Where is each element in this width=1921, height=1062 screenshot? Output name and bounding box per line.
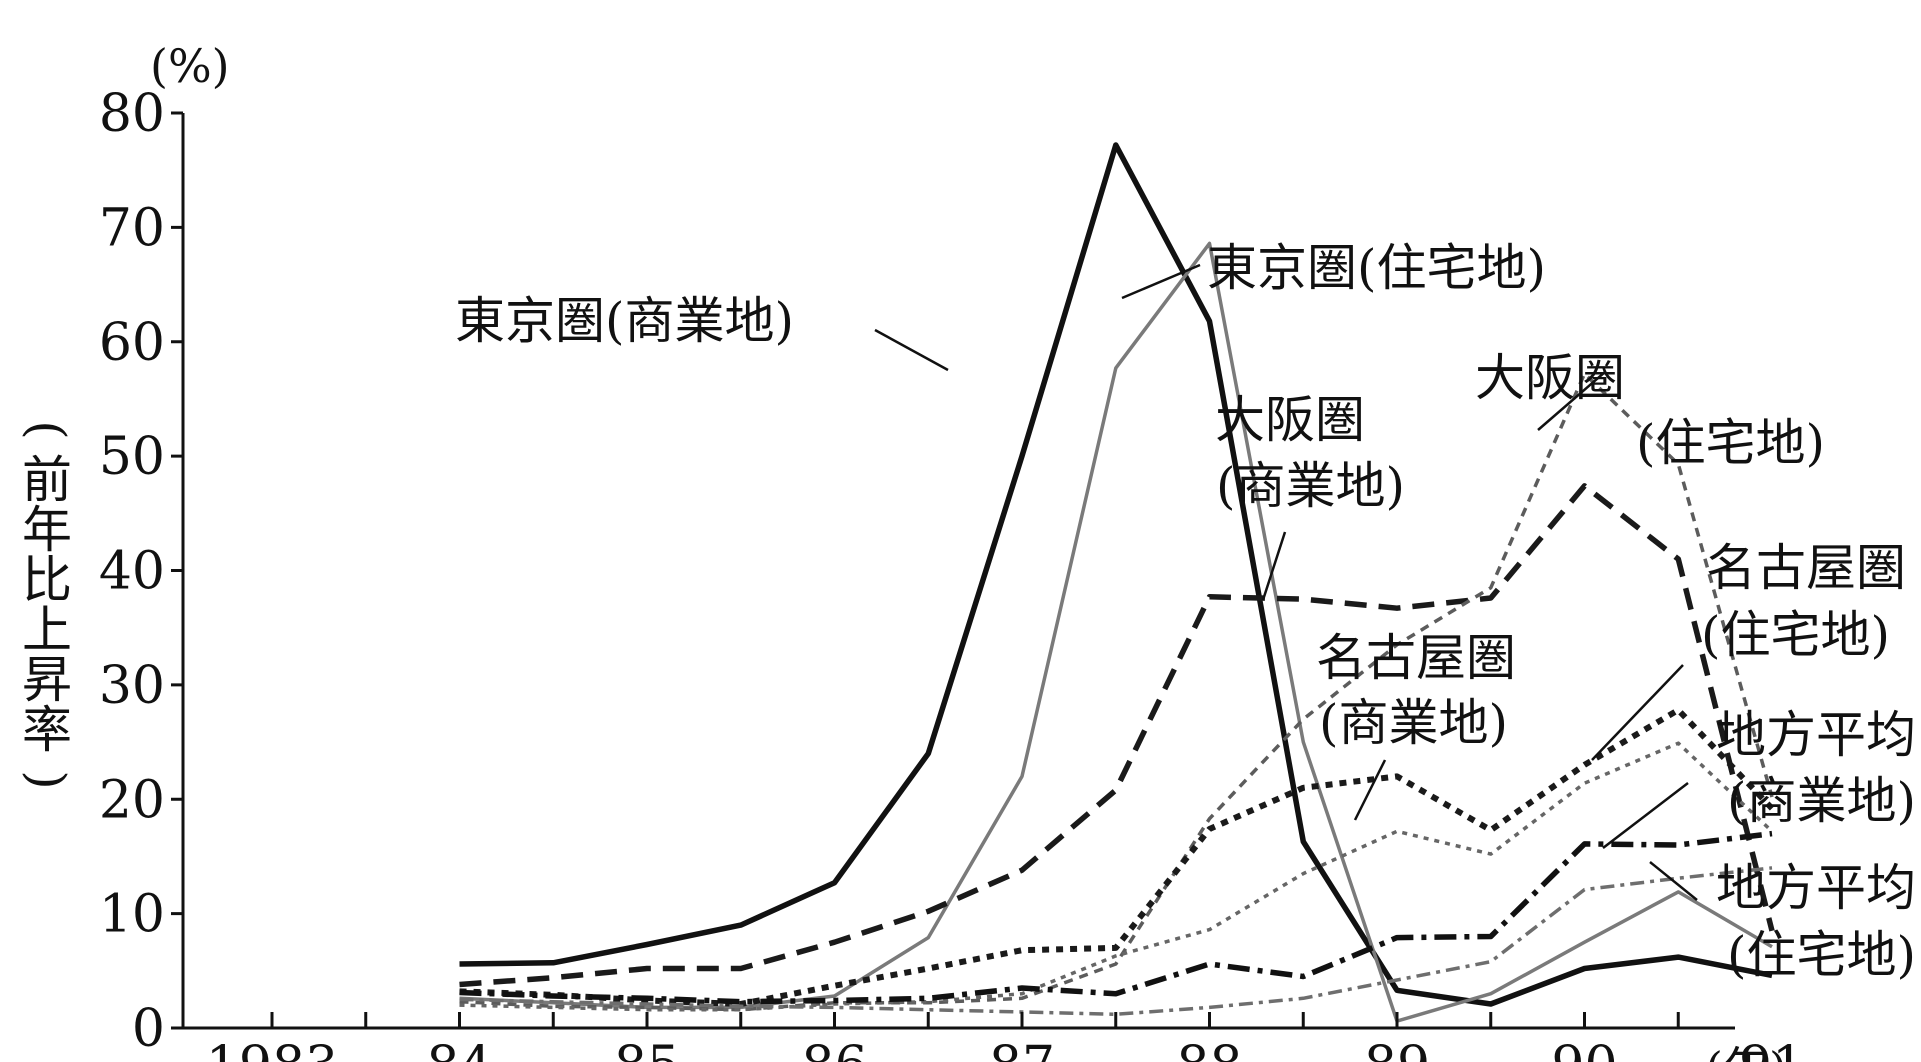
callout-leader-line: [1353, 759, 1387, 821]
series-callouts: 東京圏(商業地)東京圏(住宅地)大阪圏(商業地)大阪圏(住宅地)名古屋圏(商業地…: [455, 239, 1916, 984]
callout-leader-line: [1649, 861, 1698, 901]
callout-text: 地方平均: [1716, 859, 1916, 917]
y-tick-label: 50: [99, 427, 165, 487]
y-axis-title-char: (: [18, 420, 76, 440]
y-tick-label: 30: [99, 656, 165, 716]
series-line-6: [459, 741, 1774, 1012]
y-tick-label: 20: [99, 770, 165, 830]
callout-leader-line: [1121, 263, 1201, 300]
series-layer: [459, 142, 1775, 1023]
callout-text: 大阪圏: [1215, 391, 1365, 449]
ticks: 0 10 20 30 40 50 60 70 80 1983 84 85 86 87 88 89 90 91: [99, 84, 1805, 1062]
x-tick-label: 91: [1739, 1036, 1805, 1062]
callout-text: 地方平均: [1716, 706, 1916, 764]
callout-text: (商業地): [1727, 772, 1916, 830]
series-line-1: [459, 142, 1773, 1007]
x-tick-label: 89: [1364, 1036, 1430, 1062]
y-tick-label: 60: [99, 313, 165, 373]
x-tick-label: 86: [801, 1036, 867, 1062]
callout-leader-line: [874, 328, 949, 372]
callout-text: 東京圏(住宅地): [1207, 239, 1546, 297]
callout-text: (住宅地): [1727, 926, 1916, 984]
series-callout-1: 東京圏(商業地): [455, 292, 949, 372]
y-axis-title-char: 昇: [22, 651, 72, 709]
callout-text: (住宅地): [1701, 606, 1890, 664]
callout-leader-line: [1602, 782, 1689, 849]
callout-text: 名古屋圏: [1316, 629, 1516, 687]
callout-leader-line: [1261, 531, 1287, 601]
y-tick-label: 10: [99, 885, 165, 945]
series-callout-2: 東京圏(住宅地): [1121, 239, 1546, 300]
series-callout-3: 大阪圏 (商業地): [1215, 391, 1405, 601]
x-tick-label: 84: [426, 1036, 492, 1062]
y-axis-title-char: 比: [22, 551, 72, 609]
x-tick-label: 1983: [206, 1036, 338, 1062]
y-unit-label: (%): [150, 39, 230, 93]
series-callout-5: 名古屋圏 (商業地): [1316, 629, 1516, 821]
x-tick-label: 85: [614, 1036, 680, 1062]
callout-leader-line: [1537, 371, 1606, 431]
series-callout-7: 地方平均 (商業地): [1602, 706, 1916, 849]
series-callout-6: 名古屋圏 (住宅地): [1591, 539, 1906, 761]
series-line-8: [459, 866, 1773, 1017]
y-axis-title-char: 年: [22, 501, 72, 559]
callout-text: 大阪圏: [1475, 349, 1625, 407]
x-unit-label: (年): [1705, 1042, 1787, 1062]
y-axis-title-char: 上: [22, 601, 72, 659]
callout-text: (住宅地): [1636, 414, 1825, 472]
y-axis-title-char: 前: [22, 451, 72, 509]
callout-text: 東京圏(商業地): [455, 292, 794, 350]
y-tick-label: 70: [99, 198, 165, 258]
series-line-5: [459, 707, 1775, 1007]
series-callout-8: 地方平均 (住宅地): [1649, 859, 1916, 984]
callout-text: 名古屋圏: [1706, 539, 1906, 597]
y-tick-label: 80: [99, 84, 165, 144]
series-line-2: [459, 241, 1773, 1023]
series-line-3: [459, 483, 1775, 988]
y-axis-title-char: 率: [22, 701, 72, 759]
series-line-7: [459, 830, 1773, 1005]
callout-leader-line: [1591, 664, 1684, 761]
x-tick-label: 87: [989, 1036, 1055, 1062]
callout-text: (商業地): [1319, 694, 1508, 752]
y-tick-label: 40: [99, 542, 165, 602]
callout-text: (商業地): [1216, 457, 1405, 515]
y-axis-title-char: ): [18, 770, 76, 790]
y-tick-label: 0: [132, 999, 165, 1059]
series-callout-4: 大阪圏(住宅地): [1475, 349, 1825, 472]
x-tick-label: 90: [1551, 1036, 1617, 1062]
x-tick-label: 88: [1176, 1036, 1242, 1062]
series-line-4: [459, 372, 1774, 1012]
